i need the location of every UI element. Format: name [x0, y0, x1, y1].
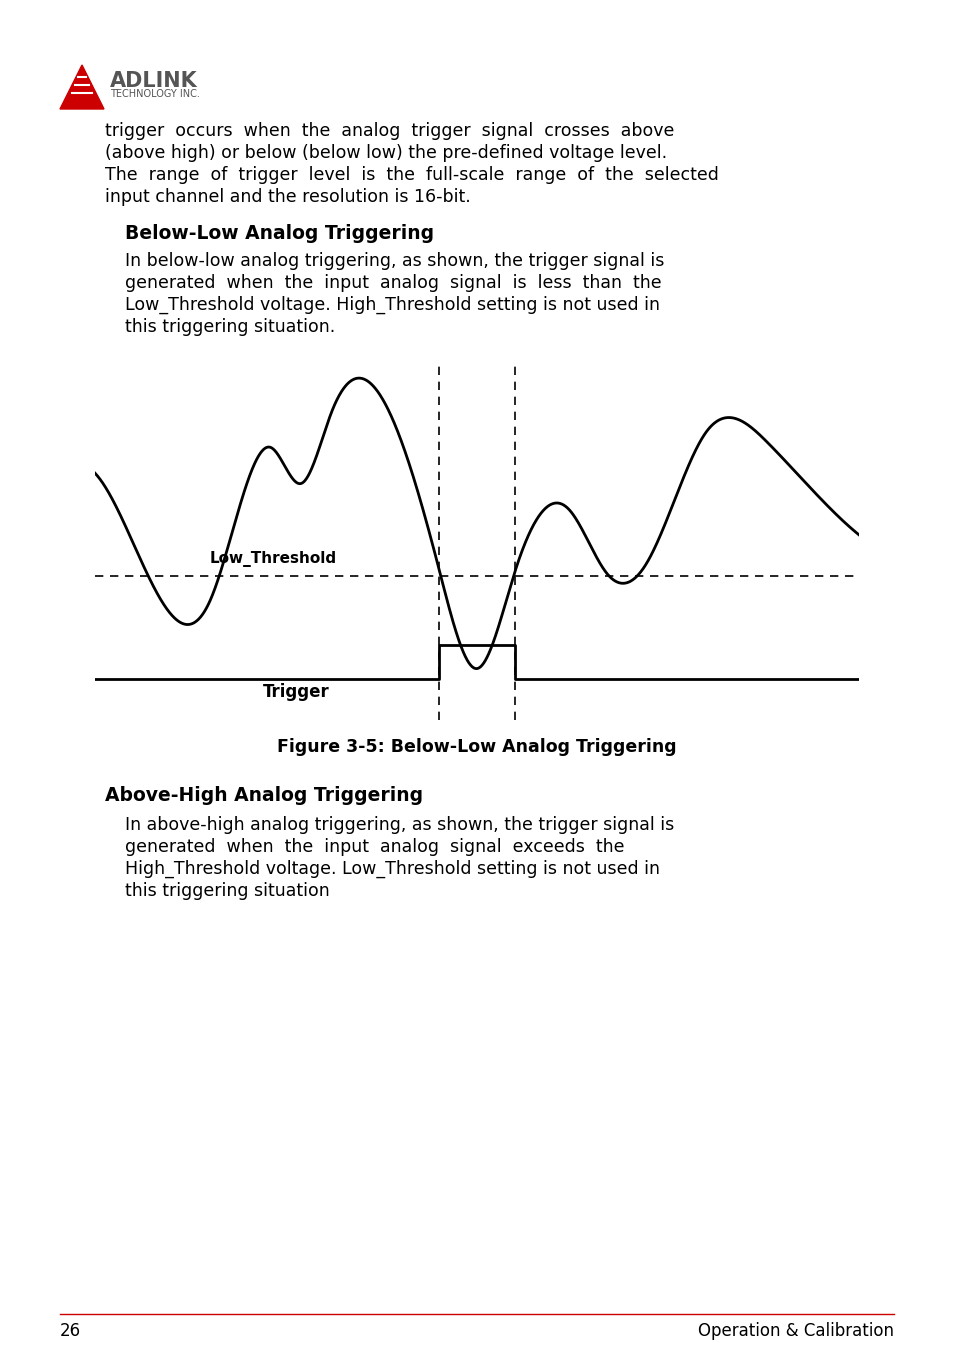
- Text: The  range  of  trigger  level  is  the  full-scale  range  of  the  selected: The range of trigger level is the full-s…: [105, 166, 719, 184]
- Polygon shape: [60, 65, 104, 110]
- Text: In below-low analog triggering, as shown, the trigger signal is: In below-low analog triggering, as shown…: [125, 251, 663, 270]
- Text: generated  when  the  input  analog  signal  exceeds  the: generated when the input analog signal e…: [125, 838, 624, 856]
- Text: In above-high analog triggering, as shown, the trigger signal is: In above-high analog triggering, as show…: [125, 817, 674, 834]
- Text: this triggering situation.: this triggering situation.: [125, 318, 335, 337]
- Text: input channel and the resolution is 16-bit.: input channel and the resolution is 16-b…: [105, 188, 470, 206]
- Text: Above-High Analog Triggering: Above-High Analog Triggering: [105, 786, 423, 804]
- Text: Operation & Calibration: Operation & Calibration: [698, 1322, 893, 1340]
- Text: generated  when  the  input  analog  signal  is  less  than  the: generated when the input analog signal i…: [125, 274, 661, 292]
- Text: TECHNOLOGY INC.: TECHNOLOGY INC.: [110, 89, 200, 99]
- Text: High_Threshold voltage. Low_Threshold setting is not used in: High_Threshold voltage. Low_Threshold se…: [125, 860, 659, 879]
- Text: Below-Low Analog Triggering: Below-Low Analog Triggering: [125, 224, 434, 243]
- Text: trigger  occurs  when  the  analog  trigger  signal  crosses  above: trigger occurs when the analog trigger s…: [105, 122, 674, 141]
- Text: ADLINK: ADLINK: [110, 72, 197, 91]
- Text: 26: 26: [60, 1322, 81, 1340]
- Text: Low_Threshold: Low_Threshold: [210, 550, 336, 566]
- Text: Trigger: Trigger: [263, 683, 330, 700]
- Text: this triggering situation: this triggering situation: [125, 882, 330, 900]
- Text: (above high) or below (below low) the pre-defined voltage level.: (above high) or below (below low) the pr…: [105, 145, 666, 162]
- Text: Figure 3-5: Below-Low Analog Triggering: Figure 3-5: Below-Low Analog Triggering: [277, 738, 676, 756]
- Text: Low_Threshold voltage. High_Threshold setting is not used in: Low_Threshold voltage. High_Threshold se…: [125, 296, 659, 314]
